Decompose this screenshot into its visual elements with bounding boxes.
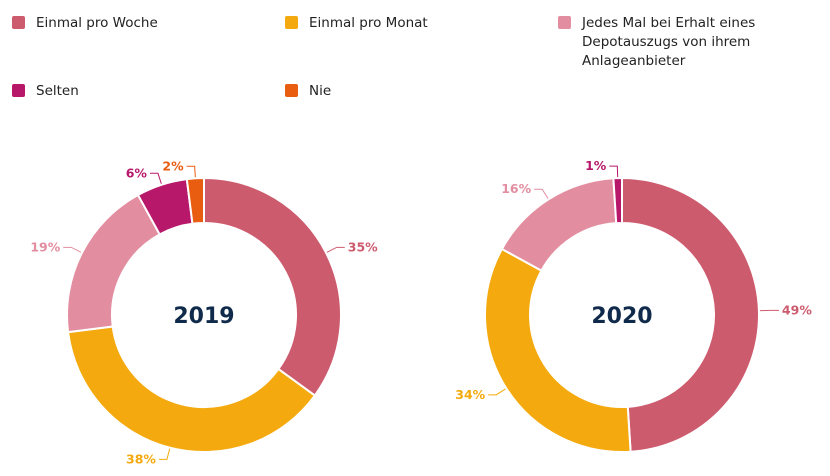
donut-slice <box>484 247 632 453</box>
donut-slice <box>203 176 342 397</box>
donut-slice <box>612 176 623 225</box>
legend-item-einmal-pro-woche: Einmal pro Woche <box>12 14 158 33</box>
data-label: 19% <box>30 239 60 254</box>
year-label: 2020 <box>591 304 652 329</box>
data-label: 1% <box>585 158 607 173</box>
data-label: 16% <box>501 181 531 196</box>
legend-swatch <box>12 84 25 97</box>
legend-label: Selten <box>36 83 79 99</box>
leader-line <box>609 165 619 178</box>
legend-label: Jedes Mal bei Erhalt eines Depotauszugs … <box>582 15 756 69</box>
donut-slice <box>185 176 205 225</box>
legend-item-einmal-pro-monat: Einmal pro Monat <box>285 14 428 33</box>
legend-swatch <box>285 16 298 29</box>
legend-swatch <box>12 16 25 29</box>
leader-line <box>158 448 171 460</box>
legend-label: Einmal pro Monat <box>309 15 428 31</box>
legend-label: Nie <box>309 83 332 99</box>
year-label: 2019 <box>173 304 234 329</box>
data-label: 2% <box>162 158 184 173</box>
legend-swatch <box>285 84 298 97</box>
data-label: 38% <box>126 451 156 466</box>
data-label: 6% <box>126 165 148 180</box>
legend-item-nie: Nie <box>285 82 331 101</box>
data-label: 34% <box>455 387 485 402</box>
data-label: 49% <box>782 302 812 317</box>
donut-slice <box>66 325 317 453</box>
legend: Einmal pro Woche Einmal pro Monat Jedes … <box>12 14 822 114</box>
legend-item-selten: Selten <box>12 82 79 101</box>
leader-line <box>326 246 345 253</box>
legend-item-jedes-mal: Jedes Mal bei Erhalt eines Depotauszugs … <box>558 14 798 71</box>
leader-line <box>534 188 549 199</box>
leader-line <box>488 388 506 396</box>
leader-line <box>149 172 162 184</box>
donut-slice <box>621 176 760 453</box>
leader-line <box>63 246 82 253</box>
leader-line <box>186 165 196 178</box>
data-label: 35% <box>348 239 378 254</box>
donut-slice <box>66 193 162 334</box>
legend-swatch <box>558 16 571 29</box>
legend-label: Einmal pro Woche <box>36 15 158 31</box>
